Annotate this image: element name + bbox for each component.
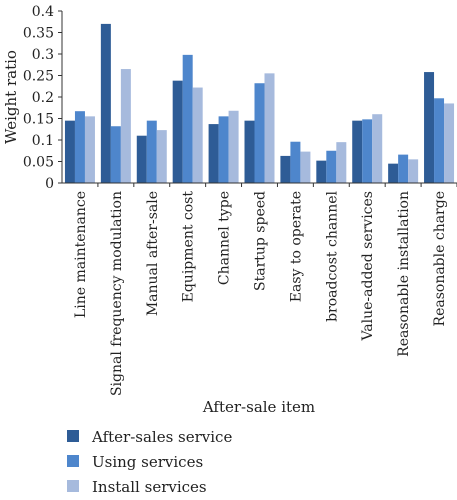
bar xyxy=(74,111,85,183)
bar xyxy=(300,151,311,183)
bar xyxy=(372,114,383,183)
x-tick-label: Value-added services xyxy=(360,191,376,342)
y-tick-label: 0.25 xyxy=(23,69,54,85)
x-axis-title: After-sale item xyxy=(202,398,315,416)
bar xyxy=(254,83,265,183)
bar xyxy=(136,135,147,183)
y-axis-title: Weight ratio xyxy=(2,50,20,144)
x-tick-label: Reasonable charge xyxy=(432,191,448,326)
x-tick-label: Startup speed xyxy=(253,191,269,291)
x-tick-label: broadcost channel xyxy=(324,190,340,321)
x-tick-label: Signal frequency modulation xyxy=(109,191,125,396)
bar xyxy=(228,110,239,183)
x-tick-label: Manual after-sale xyxy=(145,191,161,316)
bar xyxy=(208,124,219,183)
bar xyxy=(280,155,291,183)
bar xyxy=(156,130,167,183)
bar xyxy=(100,23,111,184)
bar xyxy=(64,120,75,183)
x-tick-label: Line maintenance xyxy=(73,191,89,318)
y-tick-label: 0.3 xyxy=(32,47,54,63)
bar xyxy=(362,119,373,183)
bar xyxy=(424,72,435,183)
bar xyxy=(120,69,131,183)
legend-swatch xyxy=(67,480,79,492)
y-tick-label: 0.15 xyxy=(23,112,54,128)
bars-group xyxy=(64,23,455,184)
legend-swatch xyxy=(67,430,79,442)
bar xyxy=(326,150,337,183)
bar xyxy=(388,163,399,183)
legend: After-sales service Using services Install… xyxy=(67,428,232,496)
bar xyxy=(192,87,203,183)
bar xyxy=(218,116,229,183)
bar xyxy=(444,103,455,183)
y-tick-label: 0 xyxy=(45,176,54,192)
y-tick-label: 0.4 xyxy=(32,4,54,20)
y-tick-label: 0.05 xyxy=(23,155,54,171)
x-tick-label: Reasonable installation xyxy=(396,191,412,357)
bar xyxy=(408,159,419,183)
bar xyxy=(316,160,327,183)
y-tick-label: 0.35 xyxy=(23,26,54,42)
bar xyxy=(352,120,363,183)
y-tick-label: 0.2 xyxy=(32,90,54,106)
legend-swatch xyxy=(67,455,79,467)
bar xyxy=(290,141,301,183)
bar xyxy=(110,126,121,183)
x-tick-label: Easy to operate xyxy=(288,191,304,302)
x-axis: Line maintenance Signal frequency modulat… xyxy=(62,182,457,396)
bar xyxy=(398,154,409,183)
y-axis: 0 0.05 0.1 0.15 0.2 0.25 0.3 0.35 0.4 xyxy=(23,4,63,192)
bar xyxy=(146,120,157,183)
legend-label: After-sales service xyxy=(91,428,232,446)
bar xyxy=(336,142,347,183)
bar xyxy=(172,80,183,183)
bar xyxy=(244,120,255,183)
bar xyxy=(182,54,193,183)
x-tick-label: Channel type xyxy=(217,191,233,285)
y-tick-label: 0.1 xyxy=(32,133,54,149)
x-tick-label: Equipment cost xyxy=(181,191,197,303)
bar xyxy=(434,98,445,183)
legend-label: Using services xyxy=(92,453,203,471)
legend-label: Install services xyxy=(92,478,207,496)
bar xyxy=(264,73,275,183)
bar xyxy=(84,116,95,183)
